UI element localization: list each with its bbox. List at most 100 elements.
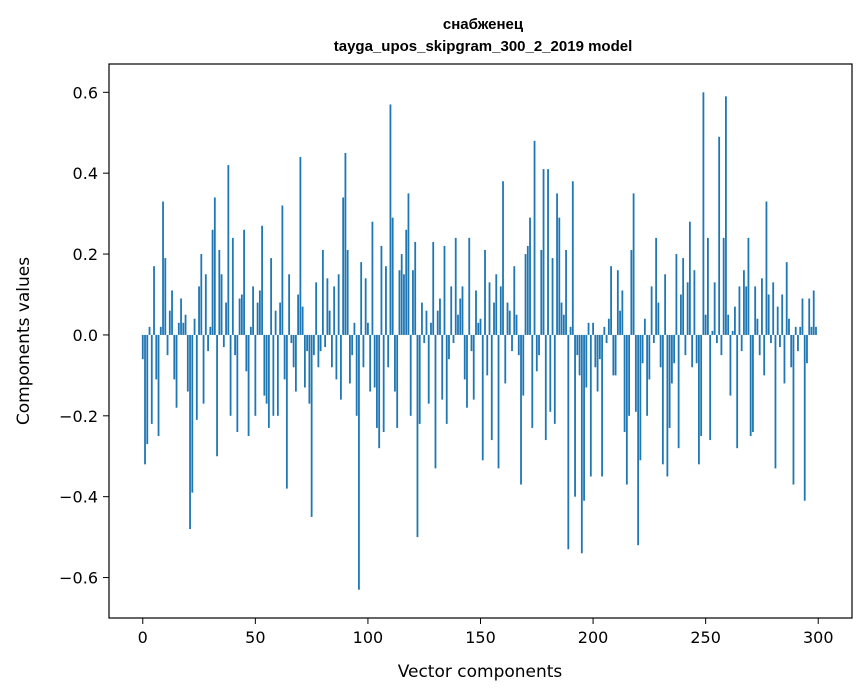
bar [195, 334, 198, 420]
x-axis-label: Vector components [398, 662, 563, 682]
bar [797, 334, 799, 352]
bar-series [141, 92, 817, 590]
bar [159, 326, 162, 335]
bar [358, 334, 360, 590]
bar [337, 274, 340, 335]
bar [349, 334, 351, 384]
bar [353, 322, 356, 335]
bar [452, 334, 455, 344]
bar [565, 250, 567, 335]
bar [355, 334, 358, 416]
x-tick-label: 100 [353, 628, 384, 647]
bar [734, 306, 736, 335]
bar [477, 322, 480, 335]
bar [321, 250, 324, 335]
bar [272, 334, 275, 416]
bar [743, 270, 745, 335]
bar [301, 306, 304, 335]
y-tick-label: −0.4 [59, 488, 98, 507]
bar [659, 334, 662, 368]
bar [371, 221, 374, 335]
bar [783, 334, 786, 384]
bar [709, 334, 712, 441]
bar [511, 334, 513, 352]
bar [702, 92, 705, 335]
bar [637, 334, 640, 546]
bar [614, 334, 617, 376]
bar [776, 306, 779, 335]
bar [360, 262, 363, 335]
bar [716, 334, 718, 344]
bar [758, 334, 761, 356]
bar [506, 302, 509, 335]
bar [459, 298, 462, 335]
bar [387, 334, 390, 368]
bar [682, 258, 685, 335]
x-axis-ticks: 0 50 100 150 200 250 300 [138, 618, 834, 647]
bar [643, 318, 646, 335]
bar [299, 157, 302, 335]
bar [504, 334, 507, 384]
bar [351, 334, 354, 356]
bar [175, 334, 178, 408]
bar [186, 334, 189, 392]
bar [216, 334, 218, 457]
bar [263, 334, 266, 396]
bar [677, 334, 680, 449]
bar [515, 314, 518, 335]
bar [470, 334, 473, 352]
bar [612, 334, 615, 376]
bar [655, 237, 658, 335]
bar [747, 237, 750, 335]
bar [346, 250, 349, 335]
bar [430, 322, 432, 335]
bar [434, 334, 437, 469]
bar [157, 334, 160, 437]
bar [648, 334, 651, 380]
bar [718, 136, 721, 335]
bar [589, 334, 592, 477]
bar [738, 286, 741, 335]
bar [673, 334, 676, 364]
bar [675, 254, 678, 335]
bar [236, 334, 239, 432]
bar [306, 334, 309, 352]
bar [625, 334, 628, 485]
x-tick-label: 250 [690, 628, 721, 647]
bar [254, 334, 257, 416]
bar [445, 334, 448, 424]
bar [765, 201, 768, 335]
bar [229, 334, 232, 416]
bar [193, 318, 196, 335]
bar [294, 334, 297, 392]
bar [180, 298, 182, 335]
bar [587, 322, 590, 335]
bar [544, 334, 547, 441]
bar [535, 334, 538, 372]
bar [571, 181, 574, 335]
bar [619, 310, 621, 335]
bar [815, 326, 817, 335]
bar [238, 298, 241, 335]
bar [731, 330, 734, 335]
bar [542, 169, 545, 335]
y-axis-label: Components values [14, 257, 34, 425]
x-tick-label: 0 [138, 628, 148, 647]
bar [596, 334, 599, 392]
bar [439, 298, 441, 335]
bar [761, 278, 763, 335]
bar [382, 334, 385, 432]
bar [373, 334, 376, 388]
bar [231, 237, 234, 335]
bar [182, 322, 185, 335]
bar [225, 302, 227, 335]
bar [763, 334, 766, 376]
bar [668, 334, 671, 428]
bar [603, 326, 606, 335]
bar [173, 334, 176, 380]
bar [592, 322, 594, 335]
bar [605, 334, 608, 344]
bar [801, 298, 804, 335]
bar [315, 282, 318, 335]
bar [367, 322, 369, 335]
